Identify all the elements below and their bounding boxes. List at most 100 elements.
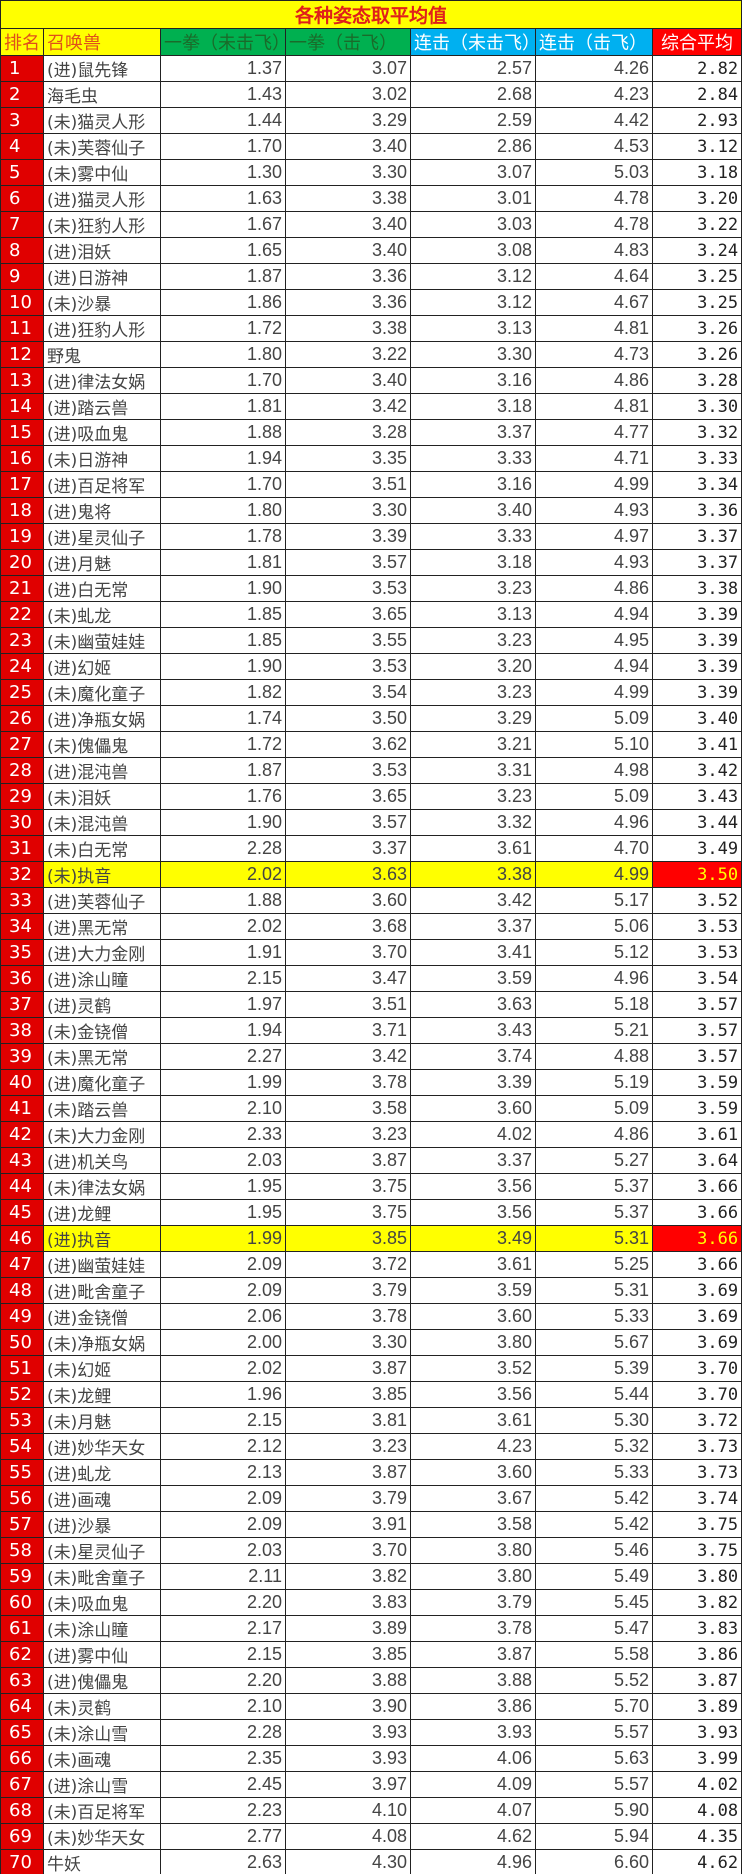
punch-no-knockup-cell: 1.95 <box>160 1199 286 1226</box>
punch-knockup-cell: 3.47 <box>285 965 411 992</box>
rank-cell: 37 <box>0 991 44 1018</box>
table-row: 70 牛妖 2.63 4.30 4.96 6.60 4.62 <box>0 1849 742 1874</box>
punch-no-knockup-cell: 1.90 <box>160 809 286 836</box>
rank-cell: 15 <box>0 419 44 446</box>
combo-knockup-cell: 4.93 <box>535 549 653 576</box>
rank-cell: 33 <box>0 887 44 914</box>
punch-knockup-cell: 3.62 <box>285 731 411 758</box>
name-cell: (未)吸血鬼 <box>43 1589 161 1616</box>
name-cell: (未)芙蓉仙子 <box>43 133 161 160</box>
rank-cell: 46 <box>0 1225 44 1252</box>
combo-no-knockup-cell: 3.38 <box>410 861 536 888</box>
combo-knockup-cell: 5.06 <box>535 913 653 940</box>
rank-cell: 4 <box>0 133 44 160</box>
punch-knockup-cell: 3.70 <box>285 939 411 966</box>
average-cell: 3.40 <box>651 705 742 732</box>
punch-no-knockup-cell: 2.17 <box>160 1615 286 1642</box>
combo-knockup-cell: 5.49 <box>535 1563 653 1590</box>
combo-no-knockup-cell: 3.74 <box>410 1043 536 1070</box>
combo-no-knockup-cell: 3.21 <box>410 731 536 758</box>
average-cell: 3.28 <box>651 367 742 394</box>
combo-no-knockup-cell: 4.07 <box>410 1797 536 1824</box>
punch-no-knockup-cell: 1.63 <box>160 185 286 212</box>
average-cell: 4.35 <box>651 1823 742 1850</box>
table-row: 7 (未)狂豹人形 1.67 3.40 3.03 4.78 3.22 <box>0 211 742 238</box>
combo-knockup-cell: 5.09 <box>535 783 653 810</box>
punch-no-knockup-cell: 2.11 <box>160 1563 286 1590</box>
punch-no-knockup-cell: 1.37 <box>160 55 286 82</box>
table-row: 12 野鬼 1.80 3.22 3.30 4.73 3.26 <box>0 341 742 368</box>
table-row: 45 (进)龙鲤 1.95 3.75 3.56 5.37 3.66 <box>0 1199 742 1226</box>
name-cell: (未)狂豹人形 <box>43 211 161 238</box>
average-cell: 2.93 <box>651 107 742 134</box>
punch-knockup-cell: 3.85 <box>285 1225 411 1252</box>
punch-no-knockup-cell: 1.70 <box>160 367 286 394</box>
rank-cell: 69 <box>0 1823 44 1850</box>
combo-no-knockup-cell: 3.23 <box>410 679 536 706</box>
combo-no-knockup-cell: 3.87 <box>410 1641 536 1668</box>
combo-knockup-cell: 5.21 <box>535 1017 653 1044</box>
average-cell: 3.82 <box>651 1589 742 1616</box>
average-cell: 2.84 <box>651 81 742 108</box>
name-cell: 海毛虫 <box>43 81 161 108</box>
punch-knockup-cell: 3.42 <box>285 1043 411 1070</box>
table-row: 60 (未)吸血鬼 2.20 3.83 3.79 5.45 3.82 <box>0 1589 742 1616</box>
table-row: 68 (未)百足将军 2.23 4.10 4.07 5.90 4.08 <box>0 1797 742 1824</box>
name-cell: (进)律法女娲 <box>43 367 161 394</box>
name-cell: (未)涂山瞳 <box>43 1615 161 1642</box>
combo-knockup-cell: 4.73 <box>535 341 653 368</box>
table-row: 17 (进)百足将军 1.70 3.51 3.16 4.99 3.34 <box>0 471 742 498</box>
table-row: 42 (未)大力金刚 2.33 3.23 4.02 4.86 3.61 <box>0 1121 742 1148</box>
rank-cell: 19 <box>0 523 44 550</box>
combo-knockup-cell: 5.31 <box>535 1277 653 1304</box>
table-row: 48 (进)毗舍童子 2.09 3.79 3.59 5.31 3.69 <box>0 1277 742 1304</box>
punch-knockup-cell: 3.53 <box>285 757 411 784</box>
average-cell: 3.25 <box>651 263 742 290</box>
rank-cell: 52 <box>0 1381 44 1408</box>
punch-knockup-cell: 3.02 <box>285 81 411 108</box>
average-cell: 3.49 <box>651 835 742 862</box>
punch-no-knockup-cell: 1.70 <box>160 471 286 498</box>
name-cell: (进)日游神 <box>43 263 161 290</box>
rank-cell: 45 <box>0 1199 44 1226</box>
punch-no-knockup-cell: 2.12 <box>160 1433 286 1460</box>
rank-cell: 63 <box>0 1667 44 1694</box>
average-cell: 3.33 <box>651 445 742 472</box>
combo-knockup-cell: 4.78 <box>535 185 653 212</box>
table-row: 55 (进)虬龙 2.13 3.87 3.60 5.33 3.73 <box>0 1459 742 1486</box>
table-row: 26 (进)净瓶女娲 1.74 3.50 3.29 5.09 3.40 <box>0 705 742 732</box>
punch-knockup-cell: 3.30 <box>285 497 411 524</box>
table-row: 63 (进)傀儡鬼 2.20 3.88 3.88 5.52 3.87 <box>0 1667 742 1694</box>
punch-knockup-cell: 3.51 <box>285 471 411 498</box>
combo-knockup-cell: 5.90 <box>535 1797 653 1824</box>
name-cell: (未)泪妖 <box>43 783 161 810</box>
name-cell: (进)月魅 <box>43 549 161 576</box>
name-cell: (未)净瓶女娲 <box>43 1329 161 1356</box>
combo-no-knockup-cell: 3.33 <box>410 523 536 550</box>
combo-no-knockup-cell: 3.80 <box>410 1537 536 1564</box>
punch-no-knockup-cell: 1.43 <box>160 81 286 108</box>
table-row: 4 (未)芙蓉仙子 1.70 3.40 2.86 4.53 3.12 <box>0 133 742 160</box>
name-cell: (未)踏云兽 <box>43 1095 161 1122</box>
name-cell: (未)幻姬 <box>43 1355 161 1382</box>
punch-no-knockup-cell: 2.27 <box>160 1043 286 1070</box>
name-cell: (进)虬龙 <box>43 1459 161 1486</box>
header-combo-knockup: 连击（击飞） <box>535 28 653 56</box>
punch-no-knockup-cell: 1.80 <box>160 497 286 524</box>
combo-knockup-cell: 4.23 <box>535 81 653 108</box>
table-row: 33 (进)芙蓉仙子 1.88 3.60 3.42 5.17 3.52 <box>0 887 742 914</box>
combo-no-knockup-cell: 2.57 <box>410 55 536 82</box>
punch-no-knockup-cell: 1.86 <box>160 289 286 316</box>
average-cell: 3.75 <box>651 1537 742 1564</box>
punch-knockup-cell: 3.72 <box>285 1251 411 1278</box>
name-cell: (未)律法女娲 <box>43 1173 161 1200</box>
combo-no-knockup-cell: 3.13 <box>410 601 536 628</box>
name-cell: (未)日游神 <box>43 445 161 472</box>
table-row: 47 (进)幽萤娃娃 2.09 3.72 3.61 5.25 3.66 <box>0 1251 742 1278</box>
average-cell: 3.66 <box>651 1173 742 1200</box>
combo-no-knockup-cell: 3.60 <box>410 1459 536 1486</box>
rank-cell: 23 <box>0 627 44 654</box>
average-cell: 3.26 <box>651 341 742 368</box>
punch-no-knockup-cell: 1.30 <box>160 159 286 186</box>
average-cell: 3.57 <box>651 1017 742 1044</box>
